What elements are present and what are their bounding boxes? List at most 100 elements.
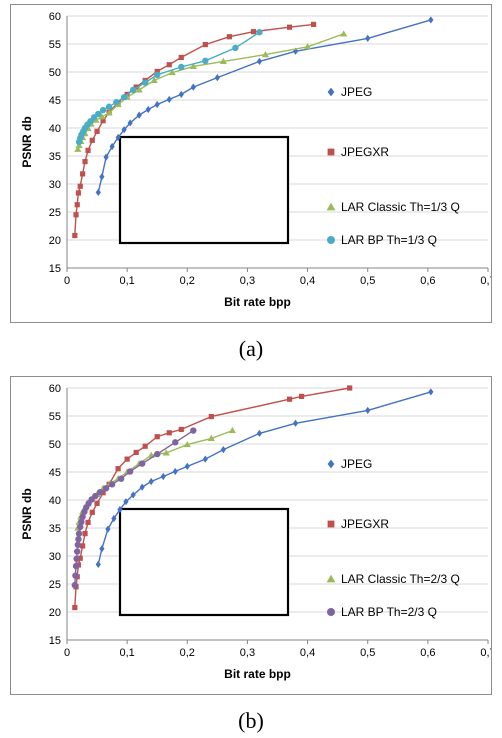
chart-a: 15 20 25 30 35 40 45 50 55 60 0 0,1 0,2 0,3 0,4 0,5 0,6 0…	[20, 11, 491, 309]
data-point	[100, 118, 106, 124]
data-point	[94, 500, 100, 506]
series-2	[74, 30, 348, 152]
y-tick-label: 30	[49, 551, 61, 563]
data-point	[166, 430, 172, 436]
series-0	[95, 16, 434, 196]
data-point	[214, 74, 220, 82]
x-tick-label: 0,6	[420, 647, 435, 659]
data-point	[190, 427, 197, 434]
data-point	[286, 24, 293, 30]
data-point	[202, 455, 208, 463]
legend-label: JPEGXR	[341, 145, 389, 159]
data-point	[126, 468, 134, 475]
data-point	[121, 126, 127, 134]
data-point	[82, 531, 88, 537]
legend-marker	[326, 202, 336, 211]
data-point	[166, 95, 172, 104]
data-point	[141, 79, 149, 86]
legend-marker	[327, 520, 335, 528]
data-point	[105, 109, 113, 116]
data-point	[428, 16, 434, 24]
data-point	[124, 456, 130, 462]
data-point	[138, 460, 146, 467]
data-point	[428, 388, 434, 396]
data-point	[72, 562, 80, 570]
x-tick-label: 0	[64, 275, 70, 287]
x-tick-label: 0,6	[420, 275, 435, 287]
data-point	[178, 54, 184, 61]
data-point	[207, 434, 215, 441]
data-point	[202, 57, 209, 64]
data-point	[73, 555, 80, 562]
data-point	[178, 63, 185, 71]
y-tick-label: 35	[49, 151, 61, 163]
data-point	[99, 173, 105, 181]
series-line	[77, 33, 344, 150]
legend-marker	[327, 148, 335, 156]
data-point	[74, 145, 82, 152]
data-point	[117, 475, 125, 482]
data-point	[135, 86, 143, 93]
y-tick-label: 20	[49, 607, 61, 619]
data-point	[98, 113, 106, 120]
data-point	[79, 513, 86, 520]
x-tick-label: 0,7	[480, 647, 491, 659]
data-point	[89, 509, 95, 515]
data-point	[99, 545, 105, 553]
chart-panel-a: 15 20 25 30 35 40 45 50 55 60 0 0,1 0,2 0,3 0,4 0,5 0,6 0…	[10, 4, 492, 323]
y-tick-label: 40	[49, 495, 61, 507]
data-point	[226, 34, 232, 40]
data-point	[142, 443, 148, 449]
series-3	[71, 427, 197, 589]
x-tick-label: 0,1	[119, 275, 134, 287]
data-point	[228, 426, 236, 434]
data-point	[150, 76, 158, 83]
data-point	[72, 232, 78, 239]
data-point	[89, 137, 95, 143]
data-point	[92, 492, 99, 500]
y-tick-label: 25	[49, 579, 61, 591]
x-axis-title: Bit rate bpp	[224, 667, 291, 681]
data-point	[166, 62, 172, 68]
y-tick-label: 60	[49, 383, 61, 395]
data-point	[94, 128, 100, 134]
x-tick-label: 0,4	[300, 275, 315, 287]
data-point	[365, 406, 371, 414]
data-point	[190, 83, 196, 91]
data-point	[184, 462, 190, 470]
chart-panel-b: 15 20 25 30 35 40 45 50 55 60 0 0,1 0,2 0,3 0,4 0,5 0,6 0…	[10, 376, 492, 695]
data-point	[108, 481, 116, 488]
data-point	[154, 68, 160, 75]
data-point	[154, 71, 161, 79]
legend-marker	[327, 459, 335, 469]
data-point	[113, 99, 120, 106]
data-point	[85, 147, 91, 153]
data-point	[77, 183, 83, 189]
data-point	[261, 51, 270, 58]
data-point	[72, 572, 79, 579]
data-point	[178, 426, 184, 433]
data-point	[292, 419, 299, 427]
data-point	[75, 190, 82, 196]
legend-marker	[327, 236, 335, 244]
data-point	[129, 86, 137, 94]
y-tick-label: 60	[49, 11, 61, 23]
data-point	[286, 396, 293, 402]
data-point	[202, 41, 208, 48]
y-tick-label: 30	[49, 179, 61, 191]
legend-label: LAR BP Th=2/3 Q	[341, 605, 437, 619]
data-point	[109, 142, 115, 151]
data-point	[172, 439, 179, 446]
data-point	[120, 94, 128, 101]
legend-label: LAR Classic Th=2/3 Q	[341, 572, 460, 586]
chart-b: 15 20 25 30 35 40 45 50 55 60 0 0,1 0,2 0,3 0,4 0,5 0,6 0…	[20, 383, 491, 681]
data-point	[115, 133, 121, 142]
data-point	[365, 34, 371, 42]
data-point	[80, 171, 86, 177]
zoom-inset-box	[118, 135, 290, 245]
data-point	[160, 472, 166, 481]
data-point	[183, 440, 191, 448]
caption-a: (a)	[238, 336, 264, 361]
data-point	[74, 548, 81, 555]
data-point	[154, 450, 161, 458]
